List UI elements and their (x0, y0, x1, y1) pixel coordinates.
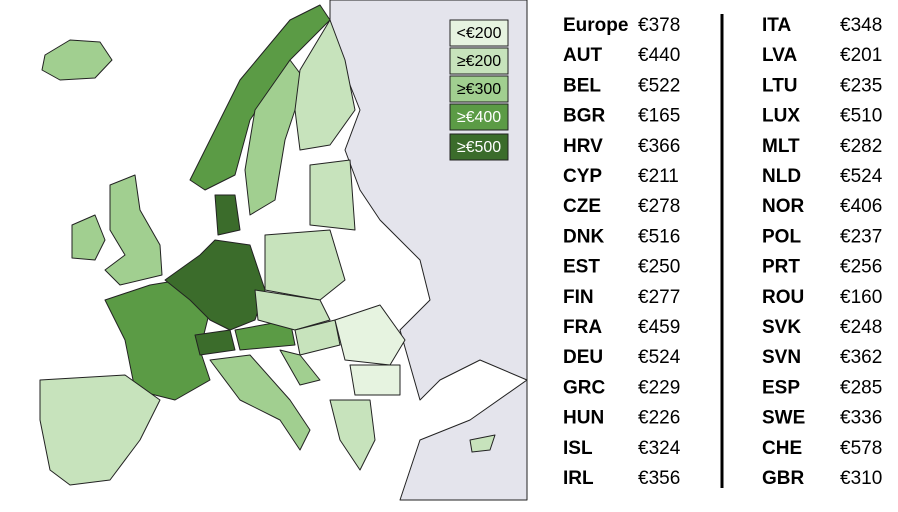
country-value: €278 (638, 196, 680, 217)
legend-swatch (449, 47, 509, 75)
country-value: €578 (840, 438, 882, 459)
nor (189, 4, 331, 191)
legend-swatch (449, 19, 509, 47)
country-code: LUX (762, 106, 800, 127)
country-code: POL (762, 226, 801, 247)
baltics (309, 159, 356, 231)
country-value: €522 (638, 75, 680, 96)
country-code: EST (563, 257, 600, 278)
fra (104, 279, 211, 401)
country-value: €524 (840, 166, 883, 187)
country-code: FIN (563, 287, 594, 308)
country-code: SWE (762, 408, 805, 429)
country-code: ESP (762, 377, 800, 398)
country-value: €160 (840, 287, 882, 308)
legend-label: <€200 (457, 25, 502, 42)
country-value: €378 (638, 15, 680, 36)
country-value: €362 (840, 347, 882, 368)
country-value: €165 (638, 106, 680, 127)
country-code: HRV (563, 136, 603, 157)
country-value: €256 (840, 257, 882, 278)
map (39, 0, 528, 501)
legend-label: ≥€400 (457, 109, 501, 126)
country-code: IRL (563, 468, 594, 489)
country-code: PRT (762, 257, 800, 278)
country-value: €237 (840, 226, 882, 247)
country-code: HUN (563, 408, 604, 429)
country-code: MLT (762, 136, 800, 157)
table: Europe €378 AUT €440 BEL €522 BGR €165 HRV €366 CY… (563, 15, 883, 489)
country-code: CYP (563, 166, 602, 187)
country-code: CHE (762, 438, 802, 459)
country-code: ISL (563, 438, 593, 459)
country-value: €285 (840, 377, 882, 398)
pol (264, 229, 346, 301)
fin (294, 19, 356, 151)
country-code: BEL (563, 75, 601, 96)
country-code: FRA (563, 317, 602, 338)
ita (209, 354, 311, 451)
country-code: SVN (762, 347, 801, 368)
hun (294, 319, 341, 356)
legend-label: ≥€200 (457, 53, 501, 70)
country-value: €440 (638, 45, 680, 66)
country-value: €324 (638, 438, 681, 459)
legend-label: ≥€300 (457, 81, 501, 98)
legend: <€200 ≥€200 ≥€300 ≥€400 ≥€500 (449, 19, 509, 161)
irl (71, 214, 106, 261)
country-value: €336 (840, 408, 882, 429)
che (194, 329, 236, 356)
cze-svk (254, 289, 331, 331)
country-value: €366 (638, 136, 680, 157)
country-code: LTU (762, 75, 798, 96)
country-value: €282 (840, 136, 882, 157)
country-value: €211 (638, 166, 679, 187)
country-value: €516 (638, 226, 680, 247)
isl (41, 39, 113, 81)
country-value: €277 (638, 287, 680, 308)
legend-swatch (449, 103, 509, 131)
country-value: €406 (840, 196, 882, 217)
country-code: ITA (762, 15, 791, 36)
esp-prt (39, 374, 161, 486)
country-value: €348 (840, 15, 882, 36)
gbr (104, 174, 163, 286)
legend-swatch (449, 133, 509, 161)
country-code: NLD (762, 166, 801, 187)
country-value: €459 (638, 317, 680, 338)
bgr (349, 364, 401, 396)
country-code: ROU (762, 287, 804, 308)
country-value: €226 (638, 408, 680, 429)
country-code: DNK (563, 226, 604, 247)
cyp (469, 434, 496, 453)
country-code: LVA (762, 45, 797, 66)
country-value: €201 (840, 45, 882, 66)
country-code: DEU (563, 347, 603, 368)
country-value: €310 (840, 468, 882, 489)
grc (329, 399, 376, 471)
hrv (279, 349, 321, 386)
legend-swatch (449, 75, 509, 103)
country-code: BGR (563, 106, 606, 127)
country-value: €248 (840, 317, 882, 338)
country-value: €524 (638, 347, 681, 368)
dnk (214, 194, 241, 236)
country-code: CZE (563, 196, 601, 217)
country-value: €250 (638, 257, 680, 278)
country-code: Europe (563, 15, 628, 36)
rou (334, 304, 406, 366)
country-code: GBR (762, 468, 805, 489)
legend-label: ≥€500 (457, 139, 501, 156)
country-code: SVK (762, 317, 801, 338)
country-value: €229 (638, 377, 680, 398)
country-value: €510 (840, 106, 882, 127)
country-value: €356 (638, 468, 680, 489)
country-code: GRC (563, 377, 606, 398)
country-code: AUT (563, 45, 602, 66)
country-value: €235 (840, 75, 882, 96)
country-code: NOR (762, 196, 805, 217)
